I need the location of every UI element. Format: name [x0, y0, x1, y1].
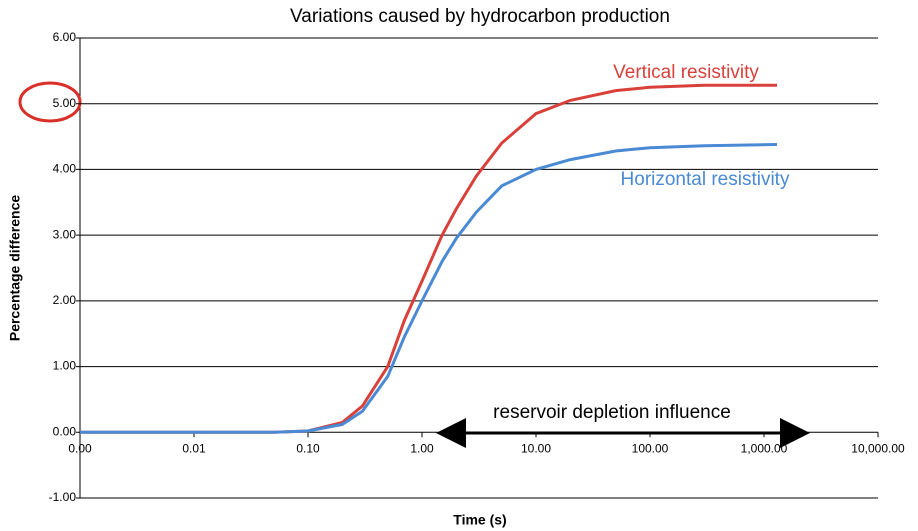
y-tick-label: -1.00 [49, 490, 77, 504]
x-tick-label: 0.01 [182, 441, 206, 455]
x-tick-label: 10,000.00 [851, 441, 905, 455]
x-tick-label: 0.10 [296, 441, 320, 455]
x-axis-label: Time (s) [453, 512, 506, 528]
y-tick-label: 5.00 [53, 96, 77, 110]
annotation: reservoir depletion influence [493, 402, 731, 423]
y-tick-label: 2.00 [53, 293, 77, 307]
highlight-circle [18, 81, 82, 123]
y-axis-label: Percentage difference [7, 195, 23, 341]
y-tick-label: 4.00 [53, 162, 77, 176]
y-tick-label: 3.00 [53, 227, 77, 241]
y-tick-label: 1.00 [53, 359, 77, 373]
series-line [80, 83, 777, 434]
series-line [80, 143, 778, 434]
x-tick-label: 100.00 [632, 441, 669, 455]
x-tick-label: 1.00 [410, 441, 434, 455]
legend-label: Vertical resistivity [613, 62, 759, 83]
chart-title: Variations caused by hydrocarbon product… [290, 6, 670, 27]
x-tick-label: 10.00 [521, 441, 551, 455]
legend-label: Horizontal resistivity [621, 169, 790, 190]
x-tick-label: 1,000.00 [741, 441, 788, 455]
x-tick-label: 0.00 [68, 441, 92, 455]
y-tick-label: 0.00 [53, 424, 77, 438]
y-tick-label: 6.00 [53, 30, 77, 44]
